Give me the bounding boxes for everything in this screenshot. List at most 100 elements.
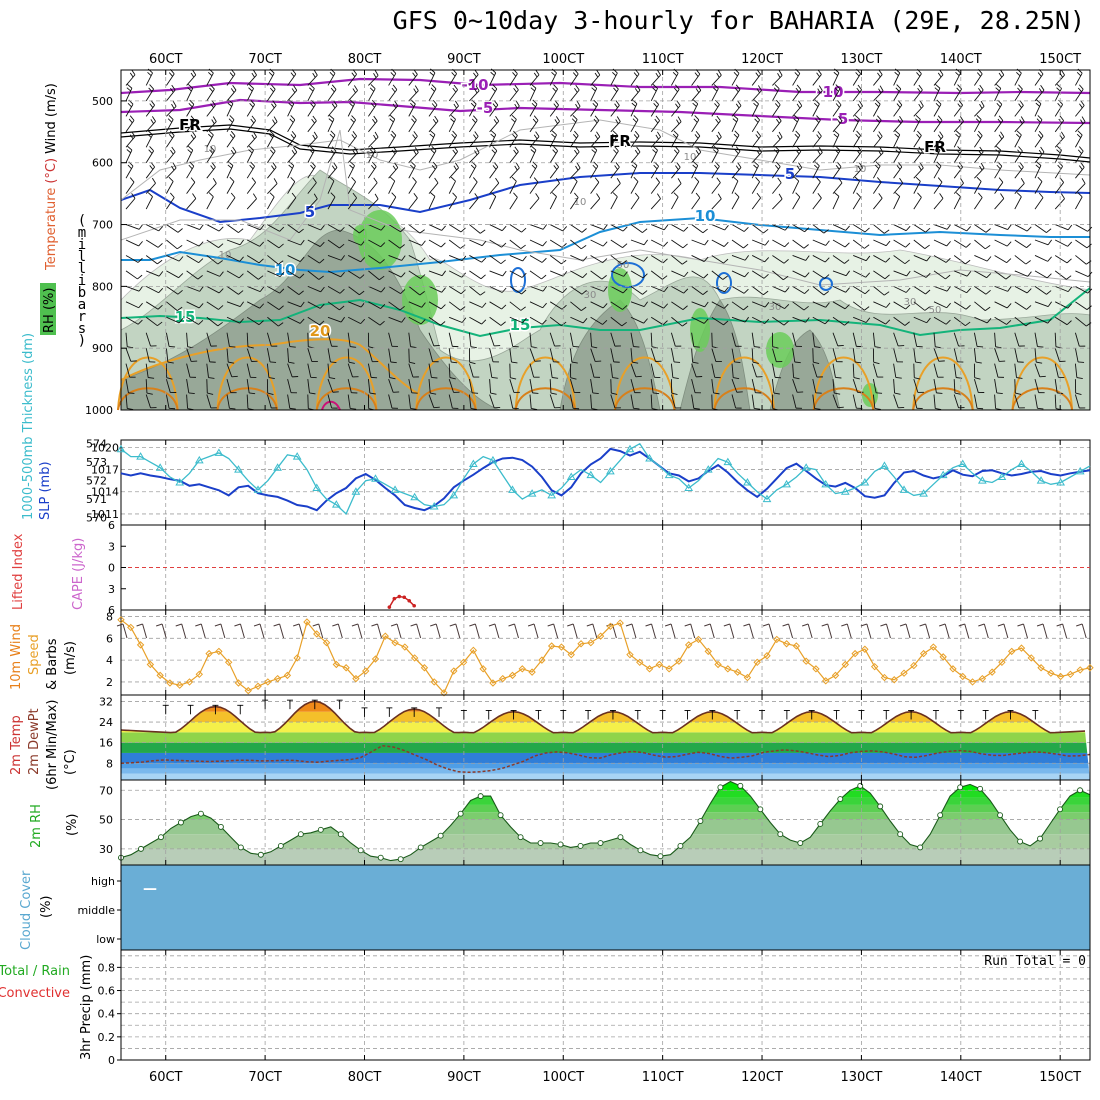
run-total-label: Run Total = 0 (984, 954, 1086, 969)
wind-barb-flag (440, 259, 446, 264)
wind-barb (731, 378, 738, 393)
wind-speed-marker (753, 658, 761, 667)
wind-barb-flag (430, 392, 437, 395)
wind-barb-flag (178, 256, 184, 262)
wind-speed-marker (880, 673, 889, 682)
wind-barb-flag (520, 244, 526, 249)
wind-barb (872, 332, 876, 347)
wind-barb (1074, 348, 1079, 363)
wind-barb (145, 394, 151, 408)
wind-barb-flag (413, 131, 418, 137)
wind-barb-flag (514, 146, 519, 152)
wind-barb (145, 301, 159, 310)
wind-barb-flag (917, 130, 922, 136)
wind-barb-flag (413, 192, 418, 199)
wind-barb-flag (916, 134, 921, 139)
wind10m-barb-flag (664, 623, 672, 627)
wind-barb (1075, 72, 1083, 86)
wind-barb (1034, 301, 1049, 308)
wind-barb (994, 88, 1002, 102)
wind-barb (852, 73, 862, 86)
wind-barb (873, 119, 882, 133)
wind-barb-flag (755, 134, 760, 139)
wind-barb-flag (210, 103, 214, 108)
wind-barb (125, 74, 136, 86)
wind-barb (590, 301, 604, 309)
wind-barb (206, 134, 214, 148)
wind-barb (711, 166, 720, 179)
isotherm-label: 15 (175, 308, 196, 326)
wind-barb-flag (168, 115, 174, 120)
wind-barb (307, 166, 316, 179)
wind-barb (731, 73, 740, 86)
wind-barb-flag (682, 322, 688, 327)
wind-barb (509, 197, 518, 210)
wind-barb-flag (864, 244, 870, 249)
wind10m-barb (768, 623, 774, 639)
x-tick-label-top: 130CT (840, 52, 882, 67)
wind-barb-flag (299, 273, 305, 279)
wind-barb-flag (683, 226, 689, 232)
wind-barb (812, 103, 820, 117)
wind-barb-flag (894, 68, 901, 74)
wind-barb-flag (542, 224, 548, 230)
wind-barb-flag (817, 150, 821, 155)
wind-barb-flag (432, 161, 438, 167)
wind-barb-flag (692, 161, 699, 166)
wind-barb (590, 182, 600, 194)
wind-barb (186, 182, 196, 194)
wind-barb-flag (190, 177, 196, 183)
wind-speed-marker (870, 662, 879, 671)
wind-barb (246, 301, 260, 309)
wind-barb-flag (1077, 192, 1083, 198)
upper-panel-frame (120, 69, 1091, 411)
wind-barb (428, 332, 435, 347)
wind-barb-flag (310, 103, 315, 108)
wind10m-barb (944, 623, 950, 639)
wind-barb (832, 224, 846, 231)
wind-barb (974, 285, 987, 295)
wind-speed-marker (430, 678, 438, 686)
wind-barb-flag (603, 224, 608, 230)
wind-barb (287, 224, 300, 234)
wind-barb (671, 316, 683, 327)
upper-ylabel-char: m (78, 225, 86, 241)
wind-barb (1014, 239, 1027, 249)
wind-barb-flag (772, 346, 779, 349)
wind-barb (1054, 120, 1064, 133)
wind-barb-flag (764, 302, 770, 308)
wind-barb-flag (1036, 99, 1042, 105)
wind-barb (347, 286, 360, 296)
wind-barb (186, 348, 192, 362)
wind-barb-flag (492, 146, 498, 152)
wind-barb-flag (643, 239, 649, 246)
wind-barb-flag (339, 243, 345, 249)
wind-barb-flag (755, 115, 760, 121)
wind-barb-flag (259, 224, 265, 231)
wind-barb (307, 104, 316, 117)
wind-speed-marker (812, 665, 820, 673)
wind-barb-flag (412, 177, 417, 183)
rh-contour-label: 30 (584, 290, 597, 301)
wind-barb (489, 150, 498, 163)
wind-barb (650, 301, 664, 309)
rh-marker (897, 831, 904, 838)
wind-barb-flag (965, 321, 971, 327)
wind-barb-flag (514, 103, 518, 109)
wind-barb (347, 181, 357, 194)
wind-barb-flag (817, 88, 821, 94)
wind-barb (1014, 150, 1023, 163)
wind-barb (246, 198, 257, 210)
wind-barb-flag (918, 165, 922, 171)
wind-barb-flag (1016, 130, 1022, 136)
wind-barb-flag (581, 244, 587, 250)
wind-barb (489, 182, 500, 194)
wind10m-barb-flag (195, 623, 202, 627)
wind-barb (287, 151, 298, 164)
wind-barb (953, 182, 964, 194)
wind-speed-marker (205, 649, 213, 658)
wind-barb (408, 197, 418, 210)
wind-barb (267, 89, 276, 102)
wind-barb-flag (676, 162, 681, 168)
wind-barb (1014, 88, 1023, 102)
